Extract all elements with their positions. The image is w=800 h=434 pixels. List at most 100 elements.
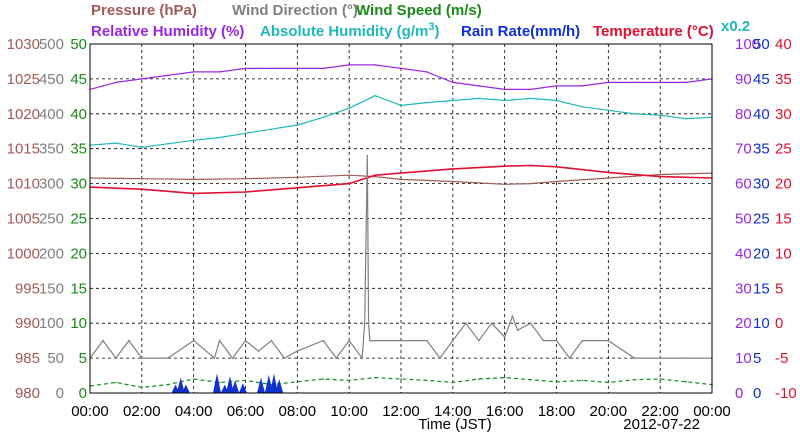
- point-relative-humidity: [478, 85, 480, 87]
- tick-label-rain-rate: 30: [753, 176, 770, 193]
- point-absolute-humidity-g-m3: [478, 97, 480, 100]
- point-temperature-c: [607, 171, 610, 174]
- point-wind-speed-m-s: [478, 378, 480, 380]
- tick-label-rain-rate: 10: [753, 315, 770, 332]
- point-absolute-humidity-g-m3: [141, 146, 143, 149]
- point-wind-speed-m-s: [167, 383, 169, 386]
- tick-label-wind-direction: 250: [39, 211, 64, 228]
- x-axis-date: 2012-07-22: [623, 416, 700, 433]
- point-absolute-humidity-g-m3: [633, 113, 636, 115]
- bar-rain-rate-mm-h: [264, 374, 273, 393]
- point-absolute-humidity-g-m3: [296, 124, 299, 126]
- point-wind-direction: [633, 357, 636, 359]
- series-line-relative-humidity: [89, 64, 713, 90]
- point-wind-direction: [270, 339, 273, 342]
- point-wind-direction: [439, 357, 441, 359]
- point-wind-direction: [374, 339, 376, 342]
- point-wind-direction: [335, 357, 338, 359]
- point-absolute-humidity-g-m3: [400, 104, 402, 107]
- point-wind-direction: [478, 339, 480, 342]
- tick-label-pressure: 985: [15, 350, 40, 367]
- point-pressure-hpa: [555, 180, 558, 183]
- point-absolute-humidity-g-m3: [192, 139, 195, 142]
- point-wind-direction: [659, 357, 661, 359]
- tick-label-pressure: 1025: [7, 71, 40, 88]
- point-wind-speed-m-s: [633, 378, 636, 381]
- tick-label-temperature: 40: [775, 36, 792, 53]
- tick-label-x: 10:00: [330, 403, 368, 420]
- point-temperature-c: [452, 168, 454, 170]
- tick-label-x: 16:00: [486, 403, 524, 420]
- tick-label-relative-humidity: 60: [735, 176, 752, 193]
- point-relative-humidity: [659, 81, 661, 84]
- point-pressure-hpa: [348, 174, 351, 176]
- point-absolute-humidity-g-m3: [685, 117, 687, 120]
- point-absolute-humidity-g-m3: [426, 101, 428, 104]
- point-temperature-c: [141, 188, 143, 190]
- point-relative-humidity: [115, 81, 117, 84]
- point-wind-direction: [128, 339, 130, 342]
- tick-label-pressure: 1020: [7, 106, 40, 123]
- point-relative-humidity: [503, 88, 506, 91]
- series-line-absolute-humidity-g-m3: [89, 95, 713, 148]
- point-pressure-hpa: [374, 175, 376, 178]
- tick-label-wind-direction: 200: [39, 245, 64, 262]
- tick-label-x: 06:00: [227, 403, 265, 420]
- point-wind-speed-m-s: [581, 379, 584, 382]
- bar-rain-rate-mm-h: [225, 376, 234, 393]
- point-wind-direction: [231, 357, 234, 359]
- tick-label-pressure: 980: [15, 385, 40, 402]
- tick-label-wind-speed: 20: [70, 245, 87, 262]
- point-temperature-c: [555, 166, 558, 168]
- point-wind-direction: [367, 322, 370, 325]
- point-wind-speed-m-s: [348, 379, 351, 382]
- legend-temperature: Temperature (°C): [593, 23, 714, 40]
- bar-rain-rate-mm-h: [181, 384, 190, 393]
- point-temperature-c: [400, 172, 402, 174]
- bar-rain-rate-mm-h: [176, 377, 185, 393]
- point-relative-humidity: [348, 64, 351, 66]
- tick-label-rain-rate: 40: [753, 106, 770, 123]
- legend-wind-direction: Wind Direction (°): [232, 2, 358, 19]
- point-pressure-hpa: [503, 183, 506, 186]
- point-relative-humidity: [296, 67, 299, 70]
- tick-label-relative-humidity: 90: [735, 71, 752, 88]
- point-pressure-hpa: [607, 177, 610, 179]
- point-wind-direction: [361, 357, 363, 359]
- point-wind-speed-m-s: [322, 378, 325, 380]
- grid: [90, 44, 712, 393]
- point-pressure-hpa: [296, 176, 299, 179]
- tick-label-rain-rate: 20: [753, 245, 770, 262]
- tick-label-wind-speed: 45: [70, 71, 87, 88]
- tick-label-temperature: 20: [775, 176, 792, 193]
- point-relative-humidity: [374, 64, 376, 66]
- tick-label-wind-direction: 300: [39, 176, 64, 193]
- point-absolute-humidity-g-m3: [607, 109, 610, 112]
- legend-rain-scale: x0.2: [721, 18, 750, 35]
- tick-label-wind-speed: 0: [79, 385, 87, 402]
- tick-label-temperature: 25: [775, 141, 792, 158]
- point-wind-direction: [322, 339, 325, 342]
- point-wind-direction: [542, 339, 545, 342]
- point-relative-humidity: [426, 71, 428, 73]
- point-temperature-c: [529, 164, 532, 167]
- x-axis-title: Time (JST): [418, 416, 492, 433]
- tick-label-x: 08:00: [279, 403, 317, 420]
- tick-label-relative-humidity: 20: [735, 315, 752, 332]
- tick-label-relative-humidity: 0: [735, 385, 743, 402]
- tick-label-rain-rate: 35: [753, 141, 770, 158]
- tick-label-relative-humidity: 70: [735, 141, 752, 158]
- point-wind-direction: [244, 339, 247, 342]
- tick-label-temperature: -10: [775, 385, 797, 402]
- point-absolute-humidity-g-m3: [270, 128, 273, 130]
- point-temperature-c: [244, 191, 247, 193]
- point-relative-humidity: [244, 67, 247, 70]
- tick-label-wind-direction: 50: [47, 350, 64, 367]
- tick-label-rain-rate: 50: [753, 36, 770, 53]
- point-temperature-c: [296, 187, 299, 189]
- point-wind-speed-m-s: [503, 376, 506, 379]
- bar-rain-rate-mm-h: [238, 383, 247, 393]
- point-wind-direction: [363, 322, 366, 325]
- tick-label-wind-direction: 450: [39, 71, 64, 88]
- point-wind-direction: [490, 322, 493, 325]
